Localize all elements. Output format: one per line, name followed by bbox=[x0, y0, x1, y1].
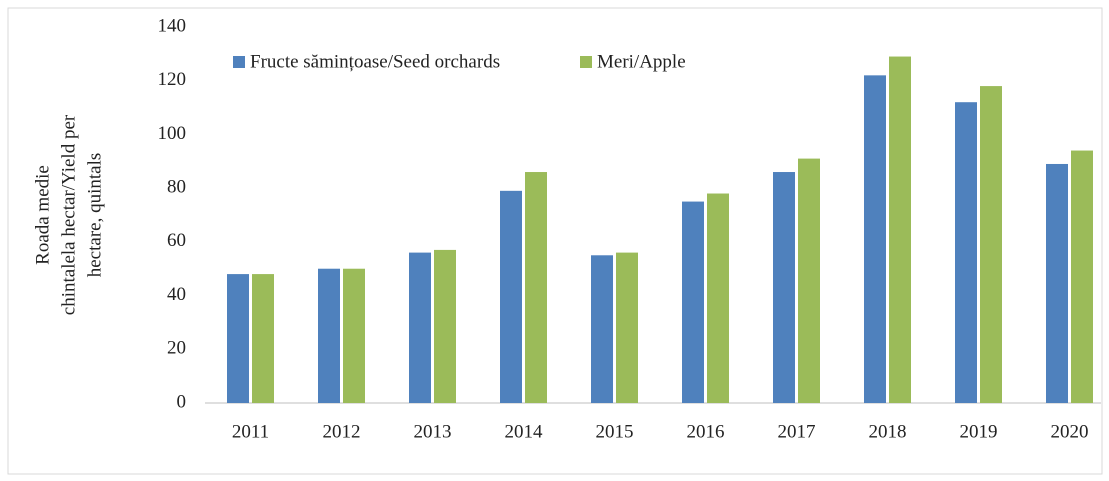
legend-label: Meri/Apple bbox=[597, 51, 686, 72]
x-tick-label: 2020 bbox=[1051, 421, 1089, 442]
x-tick-label: 2015 bbox=[596, 421, 634, 442]
y-tick-label: 100 bbox=[158, 123, 187, 144]
y-tick-label: 60 bbox=[167, 230, 186, 251]
legend-swatch bbox=[580, 56, 592, 68]
x-tick-label: 2018 bbox=[869, 421, 907, 442]
x-tick-label: 2013 bbox=[414, 421, 452, 442]
bar bbox=[500, 190, 522, 403]
bar bbox=[252, 274, 274, 403]
bar bbox=[409, 252, 431, 403]
x-tick-label: 2011 bbox=[232, 421, 269, 442]
bar bbox=[591, 255, 613, 403]
y-tick-label: 120 bbox=[158, 69, 187, 90]
bar bbox=[525, 172, 547, 403]
x-tick-label: 2017 bbox=[778, 421, 816, 442]
bar bbox=[955, 102, 977, 403]
y-tick-label: 80 bbox=[167, 177, 186, 198]
bar bbox=[773, 172, 795, 403]
bar bbox=[318, 268, 340, 403]
legend-swatch bbox=[233, 56, 245, 68]
y-label-line: chintalela hectar/Yield per bbox=[58, 114, 79, 315]
bar bbox=[616, 252, 638, 403]
bar bbox=[1046, 163, 1068, 403]
legend-label: Fructe sămințoase/Seed orchards bbox=[250, 51, 500, 72]
y-axis-label: Roada medie chintalela hectar/Yield per … bbox=[32, 114, 105, 315]
bar bbox=[1071, 150, 1093, 403]
bar bbox=[227, 274, 249, 403]
x-tick-label: 2019 bbox=[960, 421, 998, 442]
bar bbox=[798, 158, 820, 403]
y-tick-label: 140 bbox=[158, 15, 187, 36]
y-label-line: Roada medie bbox=[32, 165, 53, 265]
x-tick-label: 2012 bbox=[323, 421, 361, 442]
x-tick-label: 2016 bbox=[687, 421, 725, 442]
y-tick-label: 20 bbox=[167, 338, 186, 359]
y-tick-label: 0 bbox=[177, 391, 187, 412]
bar bbox=[682, 201, 704, 403]
y-label-line: hectare, quintals bbox=[84, 153, 105, 278]
bar bbox=[889, 56, 911, 404]
bar bbox=[343, 268, 365, 403]
bar bbox=[864, 75, 886, 403]
bar bbox=[980, 86, 1002, 403]
chart-border bbox=[7, 7, 1103, 475]
x-tick-label: 2014 bbox=[505, 421, 544, 442]
bar bbox=[707, 193, 729, 403]
bar bbox=[434, 249, 456, 403]
y-tick-label: 40 bbox=[167, 284, 186, 305]
